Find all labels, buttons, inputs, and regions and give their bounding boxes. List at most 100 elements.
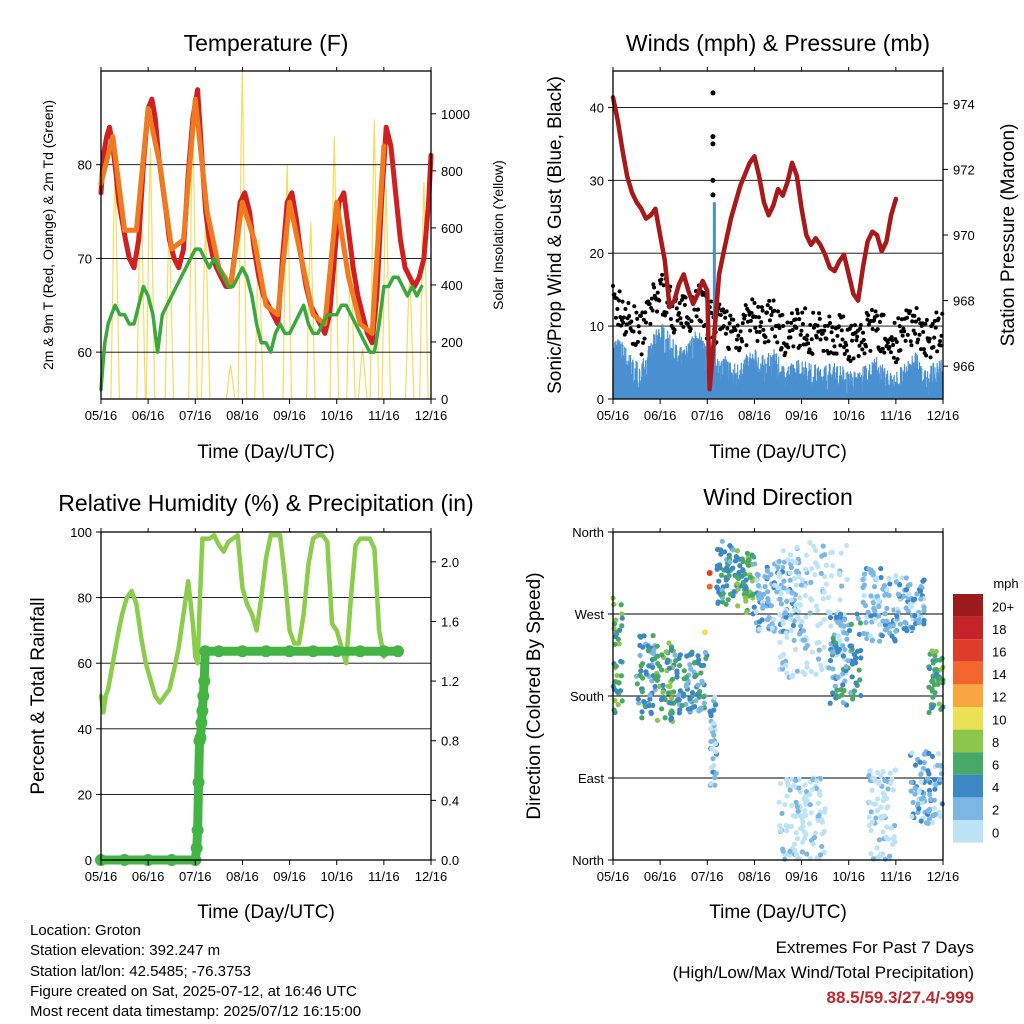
direction-point <box>698 670 704 676</box>
direction-point <box>768 603 774 609</box>
direction-ytick-label: West <box>575 607 605 622</box>
direction-point <box>784 634 790 640</box>
gust-point <box>660 272 665 277</box>
direction-point <box>784 598 790 604</box>
direction-point <box>660 689 666 695</box>
gust-point <box>829 330 834 335</box>
direction-point <box>828 550 834 556</box>
speed-legend-swatch <box>953 594 983 617</box>
direction-point <box>861 571 868 577</box>
speed-legend-swatch <box>953 707 983 730</box>
direction-point <box>837 597 843 603</box>
rh-frame <box>100 531 432 861</box>
direction-point <box>735 603 741 609</box>
direction-point <box>802 808 808 814</box>
direction-point <box>808 579 814 585</box>
direction-point <box>662 715 668 721</box>
direction-point <box>829 649 835 655</box>
gust-point <box>781 323 786 328</box>
insolation-spike <box>254 239 264 400</box>
gust-point <box>932 335 937 340</box>
direction-point <box>710 756 716 762</box>
direction-point <box>837 638 843 644</box>
temperature-green-line <box>99 247 424 392</box>
gust-point <box>786 345 791 350</box>
direction-point <box>900 593 906 599</box>
speed-legend-swatch <box>953 684 983 707</box>
rh-y2tick-label: 1.2 <box>441 674 459 689</box>
gust-point <box>873 309 878 314</box>
direction-point <box>734 581 741 587</box>
gust-point <box>721 307 725 312</box>
direction-point <box>903 587 910 593</box>
direction-point <box>892 839 898 845</box>
winds-y2tick-label: 972 <box>953 162 975 177</box>
direction-point <box>819 819 826 825</box>
direction-point <box>788 564 794 571</box>
direction-point <box>834 687 840 693</box>
direction-point <box>676 662 683 669</box>
gust-point <box>887 345 892 350</box>
gust-point <box>650 308 655 313</box>
temperature-y2label: Solar Insolation (Yellow) <box>490 160 506 310</box>
direction-point <box>903 620 909 626</box>
gust-point <box>658 281 663 286</box>
gust-point <box>683 295 688 300</box>
direction-point <box>865 609 871 615</box>
direction-point <box>778 601 785 607</box>
direction-point <box>871 801 877 807</box>
gust-point <box>855 334 860 339</box>
gust-point <box>633 342 638 347</box>
direction-point <box>926 750 932 757</box>
direction-point <box>619 615 625 621</box>
direction-point <box>792 646 799 652</box>
gust-point <box>783 350 788 355</box>
direction-point <box>840 653 847 659</box>
gust-point <box>905 315 910 320</box>
gust-point <box>935 349 940 354</box>
direction-xtick-label: 07/16 <box>691 869 724 884</box>
gust-point <box>800 322 805 327</box>
gust-point <box>830 325 835 330</box>
rh-ytick-label: 100 <box>70 525 92 540</box>
direction-point <box>880 618 886 624</box>
gust-point <box>766 339 771 344</box>
direction-point <box>742 595 748 601</box>
direction-point <box>821 849 827 856</box>
temperature-xlabel: Time (Day/UTC) <box>197 442 335 463</box>
direction-point <box>669 676 676 682</box>
gust-point <box>856 353 861 358</box>
direction-point <box>927 791 933 798</box>
gust-point <box>930 321 935 326</box>
direction-point <box>675 696 681 703</box>
direction-point <box>925 776 931 782</box>
speed-legend-label: 18 <box>992 622 1006 637</box>
gust-point <box>664 310 669 315</box>
direction-point <box>801 828 807 835</box>
gust-point <box>798 343 802 348</box>
gust-point <box>761 327 766 332</box>
gust-point <box>674 306 679 311</box>
direction-point <box>641 698 647 705</box>
direction-point <box>884 626 890 632</box>
direction-point <box>937 813 943 819</box>
direction-point <box>612 663 618 669</box>
gust-point <box>694 314 699 319</box>
direction-point <box>751 554 757 560</box>
direction-point <box>812 830 819 836</box>
temperature-xtick-label: 09/16 <box>273 408 306 423</box>
direction-point <box>659 667 665 673</box>
gust-point <box>848 358 853 363</box>
gust-point <box>817 311 822 316</box>
direction-point <box>874 593 881 600</box>
gust-point <box>806 341 811 346</box>
gust-point <box>637 330 642 335</box>
direction-point <box>743 577 749 583</box>
precip-point <box>191 824 204 837</box>
direction-point <box>867 633 873 639</box>
direction-point <box>796 812 802 818</box>
direction-point <box>777 596 783 602</box>
direction-ytick-label: South <box>570 689 604 704</box>
direction-point <box>654 643 660 649</box>
gust-point <box>627 313 632 318</box>
